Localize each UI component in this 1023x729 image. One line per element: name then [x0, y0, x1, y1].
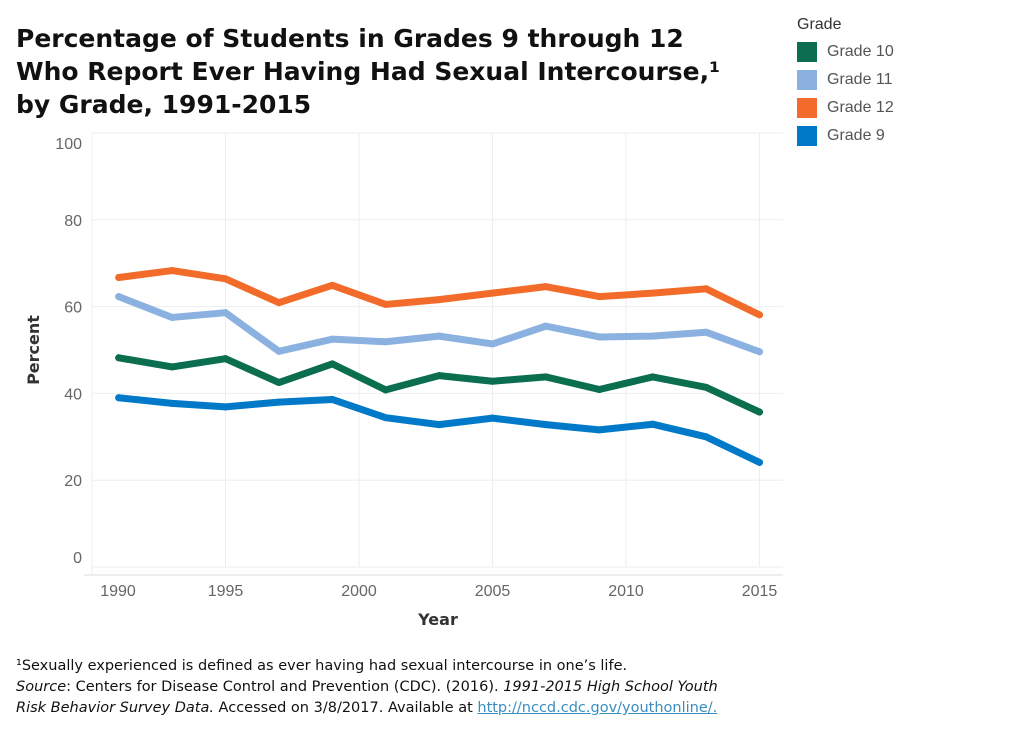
- data-point: [275, 398, 283, 406]
- x-axis-label: Year: [417, 610, 458, 629]
- data-point: [168, 313, 176, 321]
- legend-label: Grade 9: [827, 127, 885, 144]
- data-point: [275, 299, 283, 307]
- data-point: [435, 296, 443, 304]
- legend-swatch: [797, 126, 817, 146]
- source-link[interactable]: http://nccd.cdc.gov/youthonline/.: [477, 700, 718, 716]
- y-axis-label: Percent: [24, 315, 43, 385]
- data-point: [756, 348, 763, 356]
- legend-swatch: [797, 70, 817, 90]
- data-point: [542, 283, 550, 291]
- series-line-grade-12: [115, 267, 763, 319]
- y-tick-label: 0: [73, 550, 82, 567]
- accessed-text: Accessed on 3/8/2017. Available at: [213, 700, 478, 716]
- data-point: [489, 414, 496, 422]
- y-tick-label: 60: [64, 300, 82, 317]
- data-point: [649, 289, 657, 297]
- data-point: [328, 395, 336, 403]
- y-tick-label: 40: [64, 386, 82, 403]
- data-point: [382, 300, 390, 308]
- data-point: [328, 281, 336, 289]
- data-point: [275, 379, 283, 387]
- legend-item[interactable]: Grade 10: [797, 38, 894, 66]
- data-point: [115, 394, 123, 402]
- data-point: [649, 420, 657, 428]
- data-point: [382, 414, 390, 422]
- chart-title: Percentage of Students in Grades 9 throu…: [16, 24, 721, 119]
- data-point: [222, 355, 229, 363]
- footnote: ¹Sexually experienced is defined as ever…: [16, 656, 718, 719]
- data-point: [702, 383, 710, 391]
- series-line-grade-9: [115, 394, 763, 466]
- data-point: [649, 332, 657, 340]
- y-tick-label: 80: [64, 213, 82, 230]
- data-point: [702, 328, 710, 336]
- legend-label: Grade 12: [827, 99, 894, 116]
- data-point: [435, 421, 443, 429]
- data-point: [222, 309, 229, 317]
- data-point: [382, 338, 390, 346]
- data-point: [756, 311, 763, 319]
- data-point: [168, 363, 176, 371]
- legend-swatch: [797, 42, 817, 62]
- legend-item[interactable]: Grade 12: [797, 94, 894, 122]
- x-tick-label: 2005: [475, 583, 511, 600]
- data-point: [382, 386, 390, 394]
- legend-item[interactable]: Grade 9: [797, 122, 894, 150]
- data-point: [328, 335, 336, 343]
- data-point: [595, 426, 603, 434]
- data-point: [328, 360, 336, 368]
- legend-item[interactable]: Grade 11: [797, 66, 894, 94]
- source-text: : Centers for Disease Control and Preven…: [66, 679, 504, 695]
- data-point: [702, 433, 710, 441]
- data-point: [756, 458, 763, 466]
- legend-label: Grade 10: [827, 43, 894, 60]
- data-point: [542, 373, 550, 381]
- legend-swatch: [797, 98, 817, 118]
- data-point: [595, 385, 603, 393]
- legend-label: Grade 11: [827, 71, 893, 88]
- data-point: [435, 332, 443, 340]
- x-tick-label: 2015: [742, 583, 778, 600]
- data-point: [489, 377, 496, 385]
- source-title: 1991-2015 High School Youth: [503, 679, 718, 695]
- x-tick-label: 2000: [341, 583, 377, 600]
- legend-title: Grade: [797, 16, 842, 33]
- data-point: [649, 373, 657, 381]
- data-point: [595, 333, 603, 341]
- data-point: [542, 322, 550, 330]
- y-tick-label: 20: [64, 473, 82, 490]
- data-point: [115, 274, 123, 282]
- data-point: [702, 285, 710, 293]
- x-tick-label: 2010: [608, 583, 644, 600]
- x-tick-label: 1990: [100, 583, 136, 600]
- source-title-cont: Risk Behavior Survey Data.: [16, 700, 214, 716]
- data-point: [756, 408, 763, 416]
- data-point: [275, 347, 283, 355]
- data-point: [435, 372, 443, 380]
- data-point: [222, 275, 229, 283]
- data-point: [115, 293, 123, 301]
- data-point: [222, 403, 229, 411]
- source-label: Source: [16, 679, 67, 695]
- data-point: [489, 340, 496, 348]
- y-tick-label: 100: [55, 136, 82, 153]
- data-point: [489, 289, 496, 297]
- legend: Grade Grade 10 Grade 11 Grade 12 Grade 9: [797, 16, 894, 150]
- footnote-definition: ¹Sexually experienced is defined as ever…: [16, 658, 628, 674]
- data-point: [168, 267, 176, 275]
- series-line-grade-11: [115, 293, 763, 356]
- x-tick-label: 1995: [208, 583, 244, 600]
- data-point: [168, 399, 176, 407]
- data-point: [115, 354, 123, 362]
- data-point: [595, 293, 603, 301]
- data-point: [542, 421, 550, 429]
